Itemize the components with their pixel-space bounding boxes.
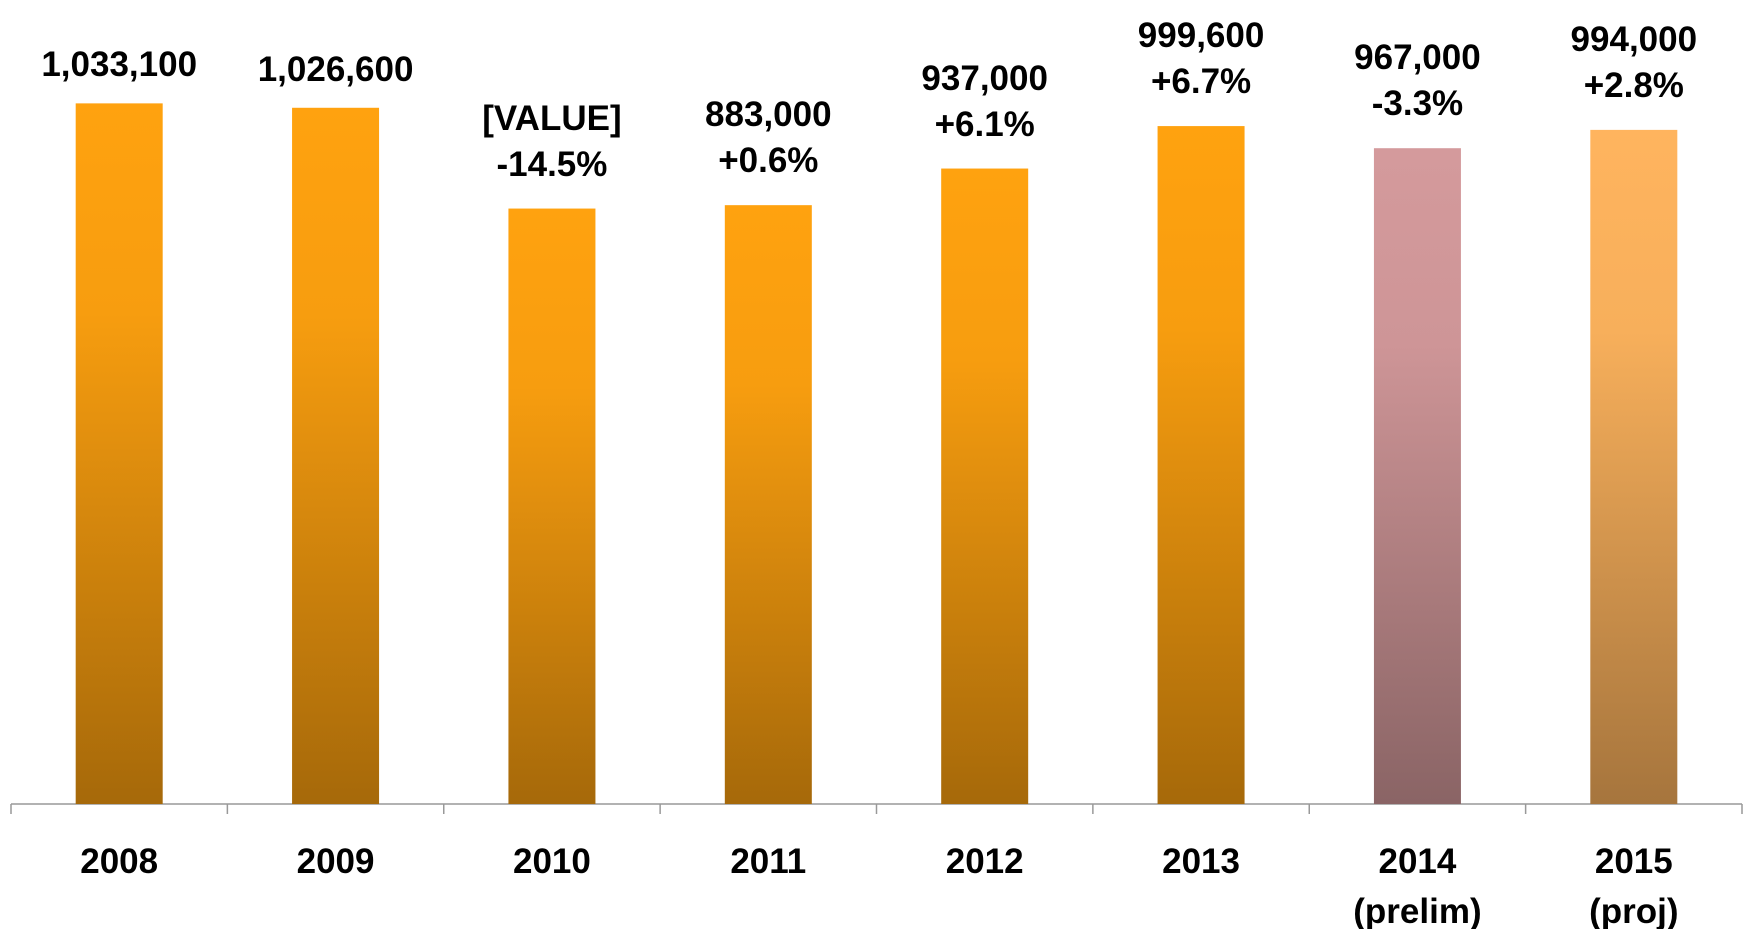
- x-tick-label: 2015 (proj): [1589, 842, 1679, 929]
- bar: [508, 208, 596, 804]
- bar: [1590, 129, 1678, 804]
- value-label: 937,000: [921, 58, 1048, 98]
- x-tick-label: 2013: [1162, 842, 1240, 881]
- bar: [941, 168, 1029, 804]
- value-label: [VALUE]: [482, 98, 622, 138]
- change-label: +6.1%: [934, 104, 1035, 144]
- bar: [1373, 148, 1461, 804]
- bar: [1157, 126, 1245, 804]
- change-label: +2.8%: [1583, 65, 1684, 105]
- bar: [292, 107, 380, 804]
- bar: [724, 205, 812, 804]
- x-tick-label: 2010: [513, 842, 591, 881]
- value-label: 883,000: [705, 95, 832, 135]
- change-label: -14.5%: [496, 144, 608, 184]
- change-label: -3.3%: [1371, 84, 1464, 124]
- change-label: +0.6%: [718, 141, 819, 181]
- value-label: 994,000: [1570, 19, 1698, 59]
- x-tick-label: 2011: [730, 842, 807, 881]
- x-tick-label: 2008: [80, 842, 159, 881]
- x-tick-label: 2014 (prelim): [1353, 842, 1482, 929]
- bar: [75, 103, 163, 804]
- x-tick-label: 2012: [945, 842, 1024, 881]
- value-label: 1,033,100: [41, 45, 198, 85]
- value-label: 1,026,600: [257, 49, 414, 89]
- x-tick-label: 2009: [296, 842, 375, 881]
- change-label: +6.7%: [1150, 62, 1252, 102]
- value-label: 967,000: [1354, 38, 1481, 78]
- value-label: 999,600: [1137, 16, 1265, 56]
